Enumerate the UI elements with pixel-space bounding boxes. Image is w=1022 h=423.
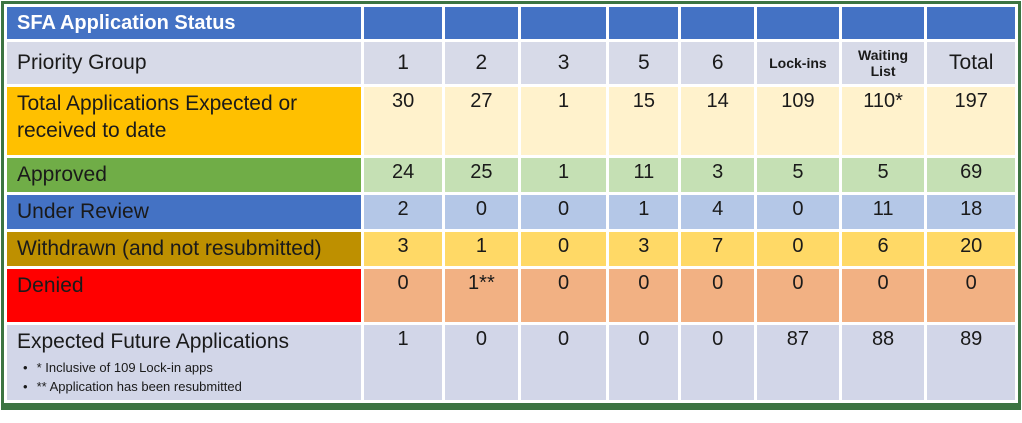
cell-under-review-6: 4	[681, 195, 755, 229]
table-row-expected-future: Expected Future Applications * Inclusive…	[7, 325, 1015, 400]
cell-withdrawn-waiting-list: 6	[841, 232, 925, 266]
column-header-2: 2	[444, 42, 518, 84]
footnote-lock-in-apps: * Inclusive of 109 Lock-in apps	[23, 359, 355, 378]
status-table-frame: SFA Application Status Priority Group 1 …	[1, 1, 1021, 410]
column-header-3: 3	[520, 42, 607, 84]
title-spacer-cell	[681, 7, 755, 39]
title-spacer-cell	[927, 7, 1015, 39]
cell-total-applications-2: 27	[444, 87, 518, 155]
cell-withdrawn-2: 1	[444, 232, 518, 266]
row-label-denied: Denied	[7, 269, 362, 322]
cell-under-review-2: 0	[444, 195, 518, 229]
cell-denied-3: 0	[520, 269, 607, 322]
cell-under-review-1: 2	[364, 195, 442, 229]
column-header-lock-ins: Lock-ins	[757, 42, 839, 84]
cell-approved-1: 24	[364, 158, 442, 192]
cell-denied-total: 0	[927, 269, 1015, 322]
cell-expected-future-total: 89	[927, 325, 1015, 400]
cell-approved-waiting-list: 5	[841, 158, 925, 192]
cell-denied-2: 1**	[444, 269, 518, 322]
cell-expected-future-waiting-list: 88	[841, 325, 925, 400]
cell-denied-lock-ins: 0	[757, 269, 839, 322]
title-spacer-cell	[841, 7, 925, 39]
cell-total-applications-lock-ins: 109	[757, 87, 839, 155]
cell-expected-future-lock-ins: 87	[757, 325, 839, 400]
cell-total-applications-6: 14	[681, 87, 755, 155]
cell-approved-6: 3	[681, 158, 755, 192]
cell-expected-future-1: 1	[364, 325, 442, 400]
cell-denied-6: 0	[681, 269, 755, 322]
cell-denied-1: 0	[364, 269, 442, 322]
priority-group-header-row: Priority Group 1 2 3 5 6 Lock-ins Waitin…	[7, 42, 1015, 84]
column-header-total: Total	[927, 42, 1015, 84]
column-header-5: 5	[609, 42, 679, 84]
cell-total-applications-1: 30	[364, 87, 442, 155]
row-label-withdrawn: Withdrawn (and not resubmitted)	[7, 232, 362, 266]
column-header-1: 1	[364, 42, 442, 84]
cell-withdrawn-1: 3	[364, 232, 442, 266]
cell-denied-waiting-list: 0	[841, 269, 925, 322]
cell-under-review-lock-ins: 0	[757, 195, 839, 229]
cell-total-applications-waiting-list: 110*	[841, 87, 925, 155]
footnotes-list: * Inclusive of 109 Lock-in apps ** Appli…	[17, 359, 355, 397]
cell-under-review-waiting-list: 11	[841, 195, 925, 229]
cell-denied-5: 0	[609, 269, 679, 322]
cell-expected-future-2: 0	[444, 325, 518, 400]
cell-total-applications-3: 1	[520, 87, 607, 155]
cell-total-applications-5: 15	[609, 87, 679, 155]
cell-approved-total: 69	[927, 158, 1015, 192]
cell-withdrawn-lock-ins: 0	[757, 232, 839, 266]
sfa-application-status-table: SFA Application Status Priority Group 1 …	[4, 4, 1018, 403]
row-label-approved: Approved	[7, 158, 362, 192]
table-row-withdrawn: Withdrawn (and not resubmitted) 3 1 0 3 …	[7, 232, 1015, 266]
cell-expected-future-6: 0	[681, 325, 755, 400]
title-spacer-cell	[757, 7, 839, 39]
title-spacer-cell	[520, 7, 607, 39]
cell-approved-3: 1	[520, 158, 607, 192]
row-label-expected-future: Expected Future Applications * Inclusive…	[7, 325, 362, 400]
cell-withdrawn-6: 7	[681, 232, 755, 266]
cell-approved-lock-ins: 5	[757, 158, 839, 192]
column-header-6: 6	[681, 42, 755, 84]
cell-expected-future-3: 0	[520, 325, 607, 400]
table-row-under-review: Under Review 2 0 0 1 4 0 11 18	[7, 195, 1015, 229]
cell-withdrawn-total: 20	[927, 232, 1015, 266]
cell-withdrawn-3: 0	[520, 232, 607, 266]
cell-withdrawn-5: 3	[609, 232, 679, 266]
cell-approved-2: 25	[444, 158, 518, 192]
column-header-waiting-list: Waiting List	[841, 42, 925, 84]
cell-total-applications-total: 197	[927, 87, 1015, 155]
title-spacer-cell	[609, 7, 679, 39]
row-label-total-applications: Total Applications Expected or received …	[7, 87, 362, 155]
cell-under-review-3: 0	[520, 195, 607, 229]
cell-expected-future-5: 0	[609, 325, 679, 400]
row-label-under-review: Under Review	[7, 195, 362, 229]
cell-approved-5: 11	[609, 158, 679, 192]
footnote-resubmitted: ** Application has been resubmitted	[23, 378, 355, 397]
table-row-total-applications: Total Applications Expected or received …	[7, 87, 1015, 155]
expected-future-label: Expected Future Applications	[17, 330, 289, 353]
priority-group-label: Priority Group	[7, 42, 362, 84]
page-title: SFA Application Status	[7, 7, 362, 39]
table-title-row: SFA Application Status	[7, 7, 1015, 39]
title-spacer-cell	[364, 7, 442, 39]
cell-under-review-total: 18	[927, 195, 1015, 229]
cell-under-review-5: 1	[609, 195, 679, 229]
table-row-denied: Denied 0 1** 0 0 0 0 0 0	[7, 269, 1015, 322]
title-spacer-cell	[444, 7, 518, 39]
table-row-approved: Approved 24 25 1 11 3 5 5 69	[7, 158, 1015, 192]
